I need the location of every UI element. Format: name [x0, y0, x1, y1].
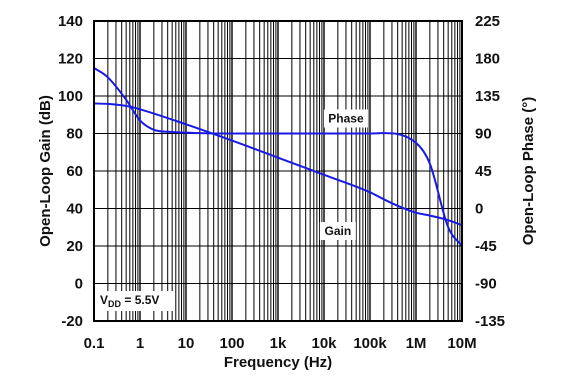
y2-tick-label: 90	[475, 126, 492, 143]
vdd-label-subscript: DD	[108, 299, 121, 309]
y2-tick-label: 135	[475, 88, 500, 105]
y2-tick-label: 180	[475, 51, 500, 68]
phase-series-line	[93, 102, 463, 227]
curves	[93, 67, 463, 247]
x-tick-label: 10M	[447, 335, 476, 352]
grid	[94, 21, 462, 321]
plot-frame	[93, 20, 463, 322]
y2-tick-label: 0	[475, 201, 483, 218]
y-tick-label: 60	[66, 163, 83, 180]
y2-axis-title: Open-Loop Phase (°)	[520, 97, 537, 246]
vdd-label-v: V	[100, 293, 108, 307]
vdd-label-background	[97, 291, 173, 311]
gain-series-line	[93, 67, 463, 247]
phase-label-background	[323, 109, 368, 128]
gain-label-background	[319, 222, 356, 240]
y-axis-title: Open-Loop Gain (dB)	[37, 95, 54, 247]
x-tick-label: 10k	[311, 335, 337, 352]
y-tick-label: 80	[66, 126, 83, 143]
gain-curve-label: Gain	[325, 224, 352, 238]
y-tick-label: -20	[61, 313, 83, 330]
x-tick-label: 1M	[406, 335, 427, 352]
x-tick-label: 100	[219, 335, 244, 352]
y-tick-label: 40	[66, 201, 83, 218]
y-tick-label: 20	[66, 238, 83, 255]
x-axis-title: Frequency (Hz)	[224, 354, 332, 371]
x-tick-label: 1	[136, 335, 144, 352]
vdd-label-value: = 5.5V	[121, 293, 159, 307]
x-tick-label: 10	[178, 335, 195, 352]
y-tick-label: 0	[75, 276, 83, 293]
y2-tick-label: 225	[475, 13, 500, 30]
x-tick-label: 0.1	[84, 335, 105, 352]
y-tick-label: 140	[58, 13, 83, 30]
y-tick-label: 100	[58, 88, 83, 105]
x-tick-label: 100k	[353, 335, 387, 352]
y-tick-label: 120	[58, 51, 83, 68]
vdd-label: VDD = 5.5V	[100, 293, 159, 309]
y2-tick-label: -90	[475, 276, 497, 293]
phase-curve-label: Phase	[328, 112, 364, 126]
y2-tick-label: -45	[475, 238, 497, 255]
y2-tick-label: -135	[475, 313, 505, 330]
y2-tick-label: 45	[475, 163, 492, 180]
x-tick-label: 1k	[270, 335, 287, 352]
labels: 0.1 1 10 100 1k 10k 100k 1M 10M 140 120 100 80 60 40 20…	[58, 13, 505, 352]
